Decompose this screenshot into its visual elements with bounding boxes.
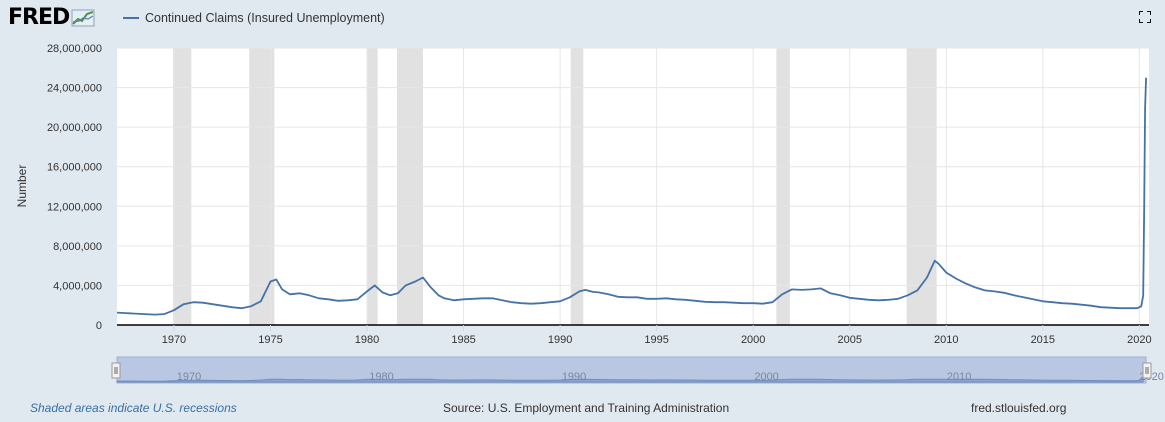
y-tick-label: 16,000,000 (47, 162, 102, 174)
navigator-label: 1970 (177, 371, 201, 383)
grid-lines (117, 47, 1149, 325)
navigator-series (116, 378, 1144, 383)
plot-background (117, 48, 1149, 325)
x-tick-label: 1990 (548, 334, 572, 346)
logo-text: FRED (8, 5, 70, 30)
recession-band-2 (367, 48, 378, 325)
x-tick-label: 1985 (451, 334, 475, 346)
source-text: Source: U.S. Employment and Training Adm… (443, 401, 730, 415)
navigator-label: 1980 (369, 371, 393, 383)
navigator-track (116, 356, 1147, 384)
legend-swatch (123, 17, 139, 19)
series-line[interactable] (116, 77, 1147, 316)
y-tick-labels: 0 4,000,000 8,000,000 12,000,000 16,000,000 2… (47, 43, 102, 332)
recession-band-0 (172, 48, 192, 325)
y-axis-label: Number (15, 165, 29, 208)
y-tick-label: 0 (96, 320, 102, 332)
range-navigator[interactable]: 1970 1980 1990 2000 2010 2020 (111, 356, 1164, 384)
y-tick-label: 28,000,000 (47, 43, 102, 55)
series-layer (116, 77, 1147, 316)
x-tick-label: 2020 (1127, 334, 1151, 346)
x-tick-label: 1970 (162, 334, 186, 346)
recession-band-4 (570, 48, 584, 325)
y-tick-label: 24,000,000 (47, 83, 102, 95)
x-tick-labels: 1970 1975 1980 1985 1990 1995 2000 2005 2010 2015… (162, 325, 1152, 346)
x-tick-label: 1975 (258, 334, 282, 346)
y-tick-label: 20,000,000 (47, 122, 102, 134)
x-tick-label: 2005 (837, 334, 861, 346)
x-tick-label: 1980 (355, 334, 379, 346)
chart-legend[interactable]: Continued Claims (Insured Unemployment) (123, 11, 385, 25)
site-url[interactable]: fred.stlouisfed.org (971, 401, 1067, 415)
x-tick-label: 2015 (1031, 334, 1055, 346)
navigator-right-handle[interactable] (1142, 362, 1152, 379)
navigator-label: 2000 (754, 371, 778, 383)
fred-logo[interactable]: FRED (8, 6, 95, 30)
navigator-layer: 1970 1980 1990 2000 2010 2020 (116, 371, 1164, 383)
chart-header: FRED Continued Claims (Insured Unemploym… (0, 0, 1165, 40)
legend-label: Continued Claims (Insured Unemployment) (145, 11, 385, 25)
line-chart: 0 4,000,000 8,000,000 12,000,000 16,000,000 2… (15, 43, 1164, 384)
recession-note[interactable]: Shaded areas indicate U.S. recessions (30, 401, 237, 415)
chart-trend-icon (71, 9, 95, 27)
y-tick-label: 8,000,000 (53, 241, 102, 253)
x-tick-label: 2010 (934, 334, 958, 346)
recession-band-6 (906, 48, 937, 325)
navigator-label: 2010 (947, 371, 971, 383)
navigator-label: 1990 (562, 371, 586, 383)
y-tick-label: 12,000,000 (47, 201, 102, 213)
x-tick-label: 2000 (741, 334, 765, 346)
navigator-left-handle[interactable] (111, 362, 121, 379)
recession-band-5 (776, 48, 790, 325)
x-tick-label: 1995 (644, 334, 668, 346)
y-tick-label: 4,000,000 (53, 280, 102, 292)
